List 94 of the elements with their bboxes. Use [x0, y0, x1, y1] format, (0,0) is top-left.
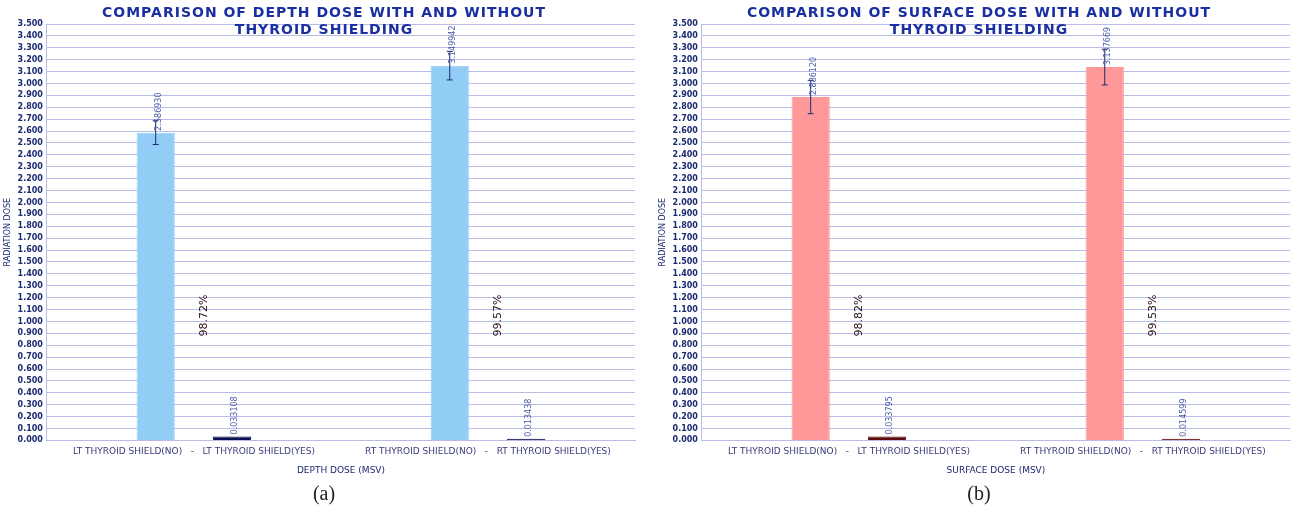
- y-tick-label: 1.900: [17, 209, 44, 219]
- y-tick-label: 1.100: [672, 304, 699, 314]
- x-tick-label: RT THYROID SHIELD(NO) - RT THYROID SHIELD(YES): [365, 446, 611, 457]
- y-tick-label: 0.800: [672, 340, 699, 350]
- y-tick-label: 0.500: [672, 375, 699, 385]
- y-tick-label: 3.500: [17, 19, 44, 29]
- y-tick-label: 0.700: [672, 352, 699, 362]
- y-tick-label: 1.300: [672, 280, 699, 290]
- y-tick-label: 1.100: [17, 304, 44, 314]
- y-tick-label: 3.300: [17, 42, 44, 52]
- y-tick-label: 3.300: [672, 42, 699, 52]
- y-tick-label: 2.100: [672, 185, 699, 195]
- y-tick-label: 2.500: [672, 138, 699, 148]
- y-tick-label: 0.400: [672, 387, 699, 397]
- y-tick-label: 2.500: [17, 138, 44, 148]
- y-tick-label: 0.000: [672, 435, 699, 445]
- y-tick-label: 2.200: [672, 173, 699, 183]
- y-tick-label: 1.600: [672, 245, 699, 255]
- x-axis-title: DEPTH DOSE (MSV): [296, 464, 386, 475]
- y-tick-label: 0.500: [17, 375, 44, 385]
- y-tick-label: 1.500: [17, 257, 44, 267]
- y-tick-label: 3.100: [17, 66, 44, 76]
- y-tick-label: 1.400: [672, 268, 699, 278]
- y-tick-label: 2.700: [17, 114, 44, 124]
- y-tick-label: 2.200: [17, 173, 44, 183]
- data-label: 0.014599: [1179, 398, 1189, 437]
- y-tick-label: 2.000: [17, 197, 44, 207]
- y-tick-label: 2.400: [17, 149, 44, 159]
- y-tick-label: 2.900: [672, 90, 699, 100]
- x-tick-label: LT THYROID SHIELD(NO) - LT THYROID SHIELD(YES): [727, 446, 970, 457]
- y-tick-label: 1.800: [17, 221, 44, 231]
- y-tick-label: 2.600: [672, 126, 699, 136]
- y-tick-label: 3.200: [672, 54, 699, 64]
- y-tick-label: 0.900: [17, 328, 44, 338]
- y-tick-label: 2.400: [672, 149, 699, 159]
- y-tick-label: 1.800: [672, 221, 699, 231]
- y-tick-label: 0.800: [17, 340, 44, 350]
- annotation: 98.82%: [851, 294, 865, 337]
- y-tick-label: 2.800: [17, 102, 44, 112]
- y-tick-label: 2.900: [17, 90, 44, 100]
- y-tick-label: 1.600: [17, 245, 44, 255]
- y-tick-label: 2.300: [672, 161, 699, 171]
- data-label: 3.137669: [1102, 26, 1112, 66]
- y-tick-label: 1.200: [672, 292, 699, 302]
- y-tick-label: 1.900: [672, 209, 699, 219]
- y-tick-label: 0.600: [672, 364, 699, 374]
- y-tick-label: 0.300: [672, 399, 699, 409]
- y-tick-label: 1.200: [17, 292, 44, 302]
- y-tick-label: 0.400: [17, 387, 44, 397]
- data-label: 0.033108: [230, 396, 240, 435]
- text: (b): [966, 482, 992, 505]
- data-label: 0.033795: [885, 396, 895, 435]
- x-tick-label: RT THYROID SHIELD(NO) - RT THYROID SHIELD(YES): [1020, 446, 1266, 457]
- y-tick-label: 0.000: [17, 435, 44, 445]
- y-tick-label: 1.000: [672, 316, 699, 326]
- y-tick-label: 0.300: [17, 399, 44, 409]
- y-axis-title: RADIATION DOSE: [2, 197, 12, 267]
- x-tick-label: LT THYROID SHIELD(NO) - LT THYROID SHIELD(YES): [72, 446, 315, 457]
- y-tick-label: 2.000: [672, 197, 699, 207]
- y-tick-label: 3.400: [672, 30, 699, 40]
- y-tick-label: 2.700: [672, 114, 699, 124]
- y-tick-label: 2.800: [672, 102, 699, 112]
- y-tick-label: 3.200: [17, 54, 44, 64]
- y-axis-title: RADIATION DOSE: [657, 197, 667, 267]
- y-tick-label: 2.600: [17, 126, 44, 136]
- y-tick-label: 3.100: [672, 66, 699, 76]
- y-tick-label: 3.000: [672, 78, 699, 88]
- data-label: 2.586930: [153, 92, 163, 131]
- annotation: 98.72%: [196, 294, 210, 337]
- y-tick-label: 1.700: [17, 233, 44, 243]
- y-tick-label: 2.100: [17, 185, 44, 195]
- y-tick-label: 1.300: [17, 280, 44, 290]
- data-label: 3.149942: [447, 25, 457, 64]
- annotation: 99.53%: [1145, 294, 1159, 337]
- x-axis-title: SURFACE DOSE (MSV): [946, 464, 1046, 475]
- data-label: 2.886120: [808, 56, 818, 96]
- data-label: 0.013438: [524, 398, 534, 437]
- y-tick-label: 0.200: [672, 411, 699, 421]
- annotation: 99.57%: [490, 294, 504, 337]
- y-tick-label: 0.700: [17, 352, 44, 362]
- y-tick-label: 3.000: [17, 78, 44, 88]
- y-tick-label: 1.500: [672, 257, 699, 267]
- y-tick-label: 0.100: [17, 423, 44, 433]
- y-tick-label: 0.100: [672, 423, 699, 433]
- y-tick-label: 3.500: [672, 19, 699, 29]
- text: (a): [311, 482, 337, 505]
- y-tick-label: 3.400: [17, 30, 44, 40]
- y-tick-label: 2.300: [17, 161, 44, 171]
- y-tick-label: 1.700: [672, 233, 699, 243]
- y-tick-label: 0.200: [17, 411, 44, 421]
- y-tick-label: 1.000: [17, 316, 44, 326]
- y-tick-label: 0.600: [17, 364, 44, 374]
- y-tick-label: 0.900: [672, 328, 699, 338]
- y-tick-label: 1.400: [17, 268, 44, 278]
